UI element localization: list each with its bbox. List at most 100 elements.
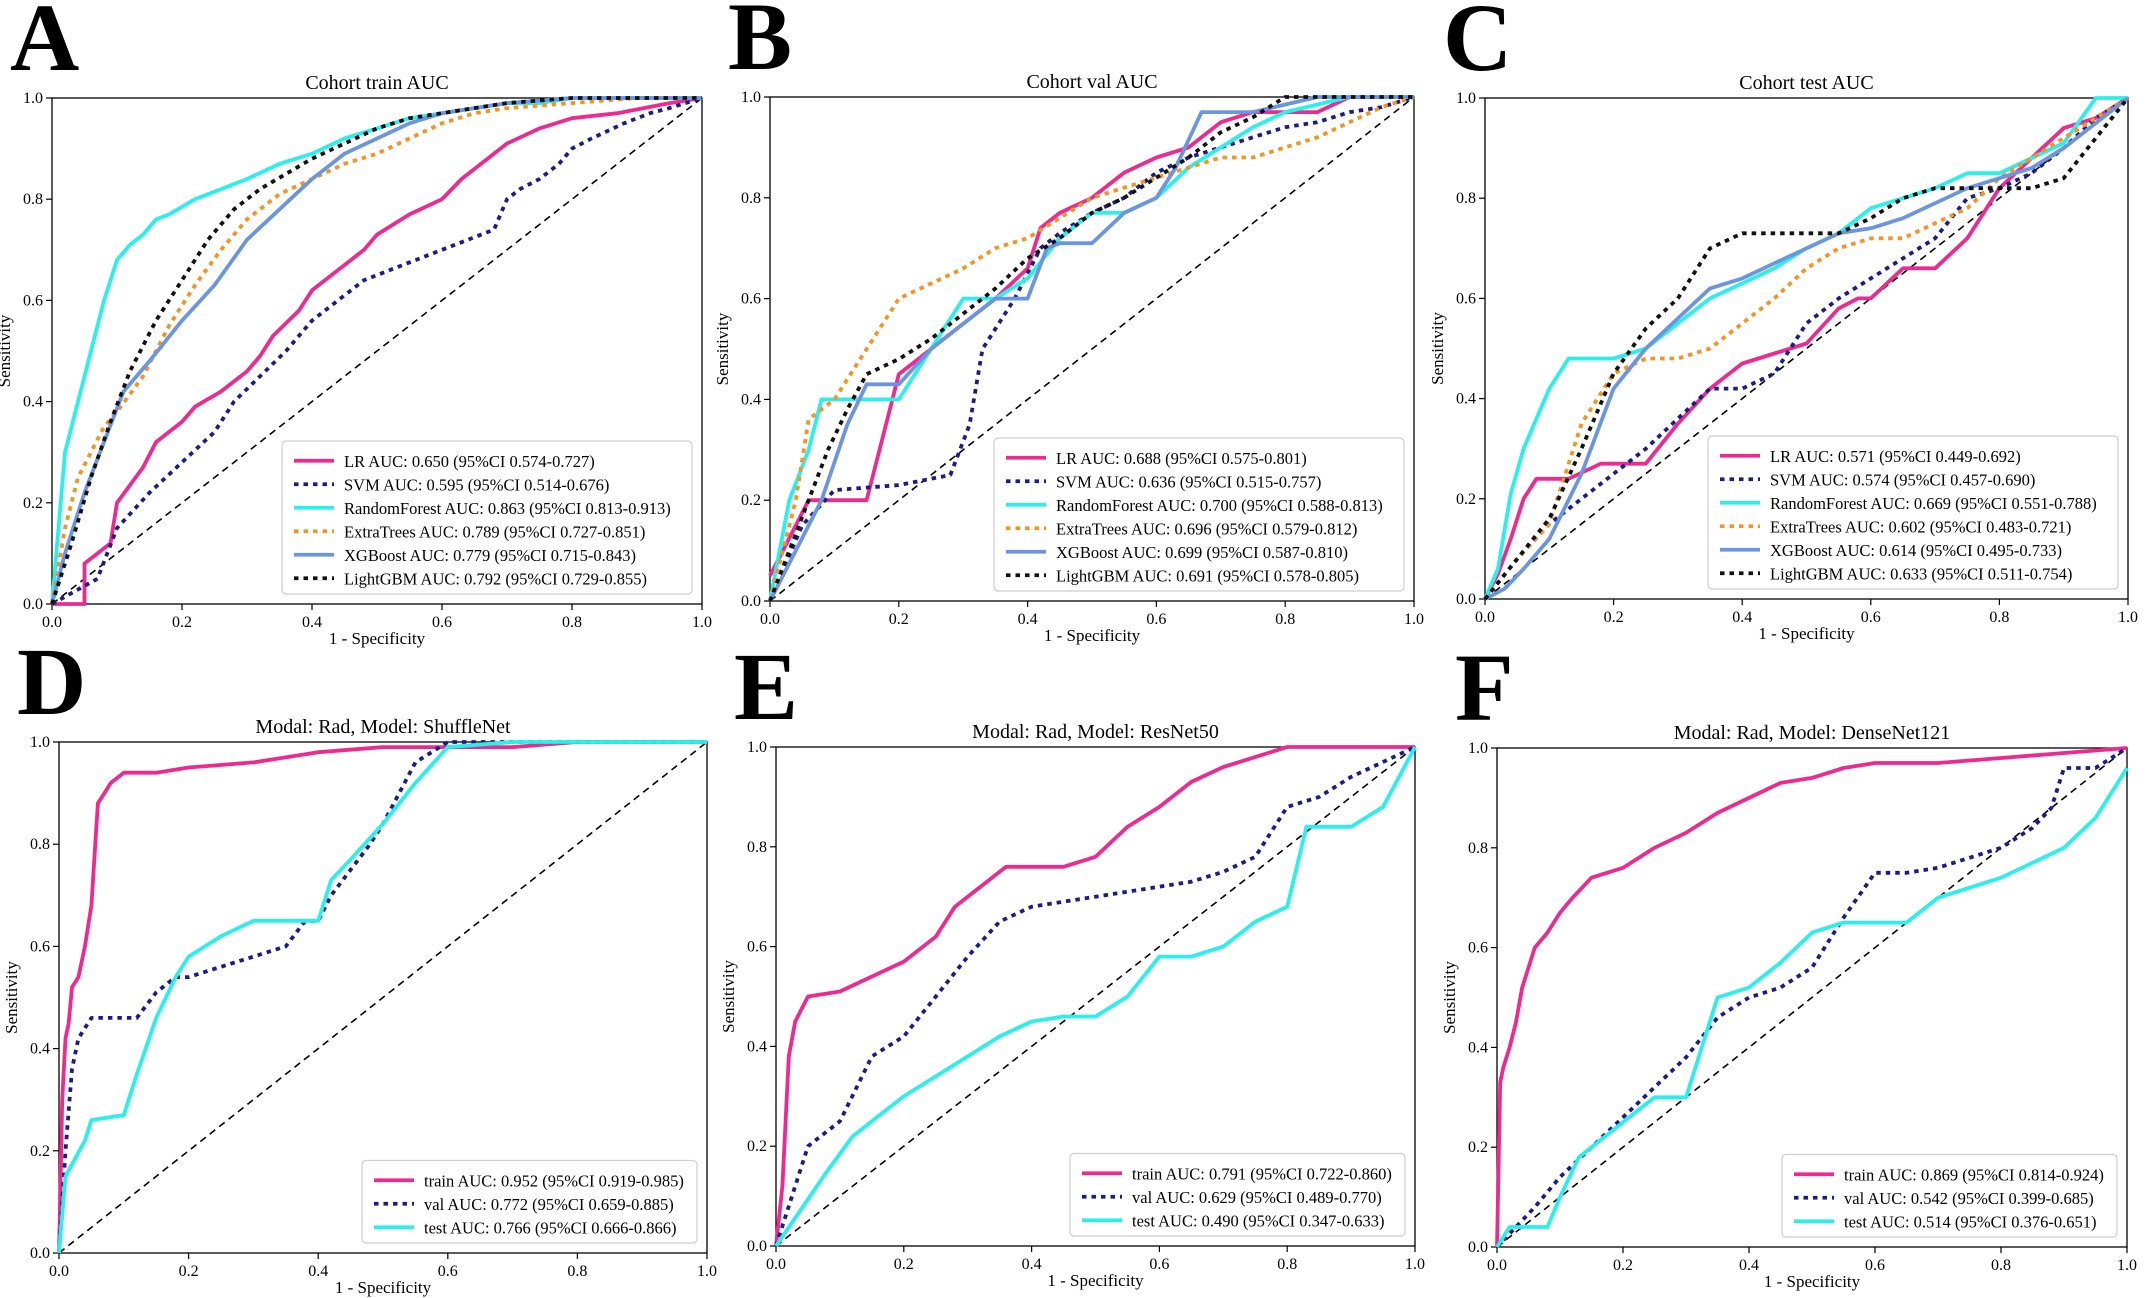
y-axis-label-d: Sensitivity <box>2 961 21 1034</box>
y-axis-label-a: Sensitivity <box>0 314 14 387</box>
x-tick-label: 0.4 <box>308 1263 328 1280</box>
y-tick-label: 0.4 <box>1456 391 1476 408</box>
y-tick-label: 0.6 <box>747 939 767 956</box>
plot-area-a <box>51 97 703 605</box>
x-tick-label: 0.2 <box>179 1263 199 1280</box>
x-tick-label: 0.2 <box>1604 609 1624 626</box>
x-tick-label: 0.8 <box>562 614 582 631</box>
panel-title-b: Cohort val AUC <box>1026 71 1157 93</box>
x-tick-label: 0.8 <box>1989 609 2009 626</box>
roc-curve-a-3 <box>50 96 702 605</box>
x-tick-label: 0.8 <box>567 1263 587 1280</box>
y-tick-label: 1.0 <box>741 89 761 106</box>
legend-label: train AUC: 0.869 (95%CI 0.814-0.924) <box>1844 1165 2104 1184</box>
x-tick-label: 0.0 <box>1487 1257 1507 1274</box>
legend-label: XGBoost AUC: 0.779 (95%CI 0.715-0.843) <box>344 546 636 565</box>
x-tick-label: 0.4 <box>302 614 322 631</box>
x-tick-label: 0.6 <box>432 614 452 631</box>
legend-label: train AUC: 0.952 (95%CI 0.919-0.985) <box>424 1171 684 1190</box>
y-tick-label: 0.0 <box>741 593 761 610</box>
y-tick-label: 0.6 <box>1456 290 1476 307</box>
plot-area-c <box>1484 97 2129 600</box>
legend-label: ExtraTrees AUC: 0.602 (95%CI 0.483-0.721… <box>1770 517 2071 536</box>
y-tick-label: 0.4 <box>1468 1039 1488 1056</box>
y-tick-label: 1.0 <box>1456 90 1476 107</box>
x-tick-label: 0.6 <box>1861 609 1881 626</box>
chance-diagonal <box>1484 97 2129 600</box>
roc-panel-a: A Cohort train AUC 0.00.0 0.2 0.2 0.4 0.4 0.6 0.… <box>0 0 712 648</box>
y-tick-label: 0.8 <box>1468 840 1488 857</box>
legend-d: train AUC: 0.952 (95%CI 0.919-0.985) val … <box>361 1159 698 1244</box>
chance-diagonal <box>775 746 1416 1247</box>
chance-diagonal <box>51 97 703 605</box>
legend-box <box>993 437 1405 592</box>
x-tick-label: 0.6 <box>438 1263 458 1280</box>
x-tick-label: 0.8 <box>1991 1257 2011 1274</box>
legend-label: val AUC: 0.629 (95%CI 0.489-0.770) <box>1132 1188 1382 1207</box>
plot-area-f <box>1496 747 2128 1248</box>
y-tick-label: 0.8 <box>747 839 767 856</box>
y-tick-label: 0.6 <box>741 291 761 308</box>
legend-box <box>1069 1152 1406 1237</box>
legend-f: train AUC: 0.869 (95%CI 0.814-0.924) val … <box>1781 1153 2118 1238</box>
legend-label: val AUC: 0.772 (95%CI 0.659-0.885) <box>424 1195 674 1214</box>
legend-label: LightGBM AUC: 0.691 (95%CI 0.578-0.805) <box>1056 566 1359 585</box>
legend-label: LR AUC: 0.688 (95%CI 0.575-0.801) <box>1056 449 1307 468</box>
roc-curve-a-4 <box>50 96 702 605</box>
legend-label: ExtraTrees AUC: 0.789 (95%CI 0.727-0.851… <box>344 522 645 541</box>
roc-panel-f: F Modal: Rad, Model: DenseNet121 0.00.0 0.2… <box>1440 634 2137 1291</box>
y-tick-label: 0.2 <box>741 492 761 509</box>
roc-curve-c-2 <box>1483 96 2128 600</box>
plot-area-d <box>58 741 708 1254</box>
legend-label: test AUC: 0.490 (95%CI 0.347-0.633) <box>1132 1211 1385 1230</box>
legend-label: RandomForest AUC: 0.669 (95%CI 0.551-0.7… <box>1770 494 2097 513</box>
roc-curve-b-3 <box>768 95 1415 602</box>
x-tick-label: 0.8 <box>1275 611 1295 628</box>
roc-curve-f-1 <box>1495 746 2129 1249</box>
legend-label: SVM AUC: 0.636 (95%CI 0.515-0.757) <box>1056 472 1321 491</box>
roc-curve-c-0 <box>1483 96 2130 600</box>
roc-curve-c-1 <box>1483 96 2130 601</box>
legend-e: train AUC: 0.791 (95%CI 0.722-0.860) val … <box>1069 1152 1406 1237</box>
chance-diagonal <box>58 741 708 1254</box>
legend-label: XGBoost AUC: 0.699 (95%CI 0.587-0.810) <box>1056 543 1348 562</box>
legend-box <box>281 440 693 595</box>
roc-curve-a-1 <box>51 96 703 606</box>
y-tick-label: 0.8 <box>741 190 761 207</box>
roc-curve-a-0 <box>52 96 703 606</box>
legend-a: LR AUC: 0.650 (95%CI 0.574-0.727) SVM AUC… <box>281 440 693 595</box>
legend-box <box>1707 435 2119 590</box>
y-tick-label: 0.6 <box>1468 940 1488 957</box>
x-axis-label-e: 1 - Specificity <box>1047 1271 1144 1290</box>
legend-label: LR AUC: 0.650 (95%CI 0.574-0.727) <box>344 452 595 471</box>
y-tick-label: 1.0 <box>30 734 50 751</box>
roc-curve-c-5 <box>1483 96 2130 601</box>
y-tick-label: 0.2 <box>30 1143 50 1160</box>
legend-box <box>361 1159 698 1244</box>
roc-curve-f-0 <box>1495 746 2128 1248</box>
x-tick-label: 0.4 <box>1732 609 1752 626</box>
x-tick-label: 1.0 <box>1405 1256 1425 1273</box>
y-tick-label: 0.4 <box>23 394 43 411</box>
y-tick-label: 0.8 <box>1456 190 1476 207</box>
x-axis-label-d: 1 - Specificity <box>335 1278 432 1297</box>
y-tick-label: 0.4 <box>747 1038 767 1055</box>
x-tick-label: 0.2 <box>889 611 909 628</box>
roc-panel-c: C Cohort test AUC 0.00.0 0.2 0.2 0.4 0.4 0.6 0.6… <box>1428 0 2138 643</box>
roc-curve-f-2 <box>1495 766 2129 1249</box>
y-tick-label: 0.6 <box>23 292 43 309</box>
y-tick-label: 1.0 <box>1468 740 1488 757</box>
y-tick-label: 1.0 <box>747 739 767 756</box>
roc-curve-e-2 <box>774 746 1417 1248</box>
legend-label: SVM AUC: 0.574 (95%CI 0.457-0.690) <box>1770 470 2035 489</box>
y-tick-label: 0.0 <box>30 1245 50 1262</box>
x-tick-label: 0.0 <box>42 614 62 631</box>
y-tick-label: 0.0 <box>747 1238 767 1255</box>
panel-title-a: Cohort train AUC <box>305 72 448 94</box>
x-tick-label: 0.4 <box>1739 1257 1759 1274</box>
y-tick-label: 0.2 <box>23 495 43 512</box>
roc-curve-d-2 <box>57 740 707 1254</box>
plot-area-e <box>775 746 1416 1247</box>
y-tick-label: 0.2 <box>1456 491 1476 508</box>
